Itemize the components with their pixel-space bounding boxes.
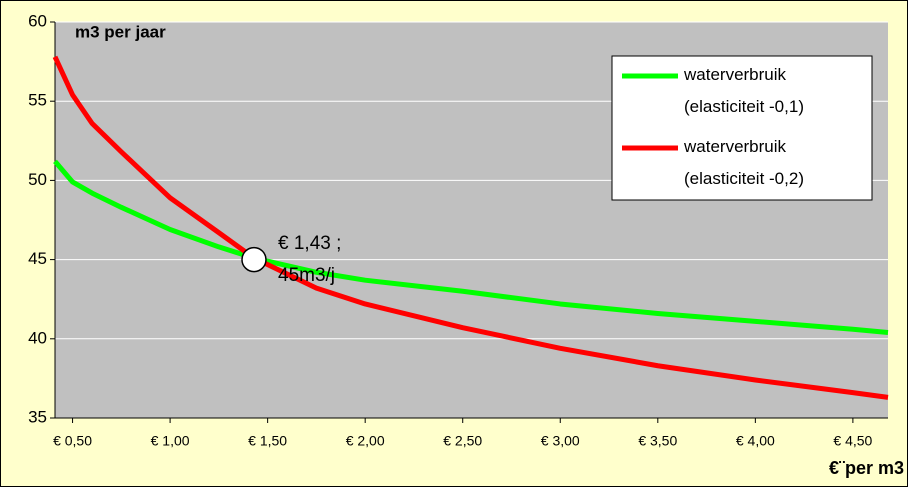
x-tick-label: € 4,00: [736, 433, 775, 449]
y-tick-label: 60: [28, 11, 47, 30]
legend-label-line: (elasticiteit -0,1): [684, 97, 804, 116]
series-line: [53, 159, 889, 335]
x-tick-label: € 2,00: [346, 433, 385, 449]
annotation: € 1,43 ;: [278, 233, 341, 254]
y-tick-label: 55: [28, 91, 47, 110]
x-tick-label: € 4,50: [833, 433, 872, 449]
highlight-point: [241, 246, 267, 273]
x-tick-label: € 3,00: [541, 433, 580, 449]
x-tick-label: € 1,50: [248, 433, 287, 449]
x-axis-label: €¨per m3: [829, 458, 904, 478]
annotation: 45m3/j: [278, 265, 335, 286]
y-tick-label: 50: [28, 170, 47, 189]
y-tick-label: 35: [28, 407, 47, 426]
x-tick-label: € 2,50: [443, 433, 482, 449]
series-line: [52, 55, 889, 400]
legend-label-line: waterverbruik: [683, 137, 787, 156]
y-tick-label: 40: [28, 328, 47, 347]
y-tick-label: 45: [28, 249, 47, 268]
x-tick-label: € 3,50: [638, 433, 677, 449]
x-tick-label: € 0,50: [53, 433, 92, 449]
chart-title: m3 per jaar: [75, 22, 166, 41]
legend-label: waterverbruik (elasticiteit -0,1): [683, 65, 804, 116]
legend-label-line: (elasticiteit -0,2): [684, 169, 804, 188]
x-tick-label: € 1,00: [151, 433, 190, 449]
legend-box: [611, 55, 873, 201]
legend-label-line: waterverbruik: [683, 65, 787, 84]
legend-label: waterverbruik (elasticiteit -0,2): [683, 137, 804, 188]
